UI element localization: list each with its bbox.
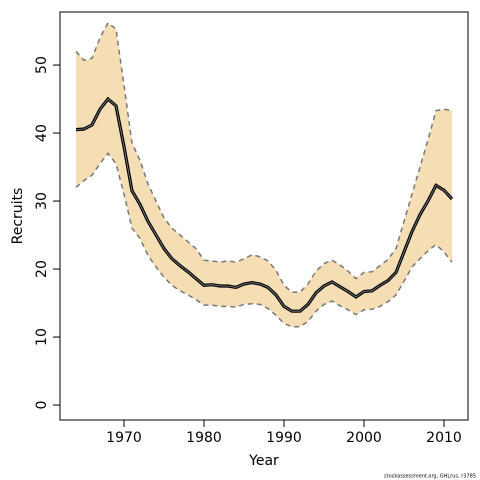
estimate-line-inner — [75, 98, 453, 312]
x-tick-label: 1980 — [186, 430, 222, 446]
footnote: stockassessment.org, GHLrus, r3785 — [384, 474, 476, 480]
x-axis-label: Year — [248, 453, 279, 469]
y-tick-label: 20 — [34, 260, 50, 278]
y-axis-label: Recruits — [10, 188, 26, 245]
y-tick-label: 0 — [34, 401, 50, 410]
y-tick-label: 10 — [34, 328, 50, 346]
y-tick-label: 50 — [34, 56, 50, 74]
lower-bound — [75, 152, 453, 328]
x-tick-label: 2000 — [346, 430, 382, 446]
x-tick-label: 1970 — [106, 430, 142, 446]
plot-frame — [59, 11, 469, 421]
upper-bound — [75, 21, 453, 293]
confidence-band — [76, 22, 452, 327]
y-tick-label: 40 — [34, 124, 50, 142]
y-tick-label: 30 — [34, 192, 50, 210]
x-tick-label: 1990 — [266, 430, 302, 446]
x-tick-label: 2010 — [426, 430, 462, 446]
